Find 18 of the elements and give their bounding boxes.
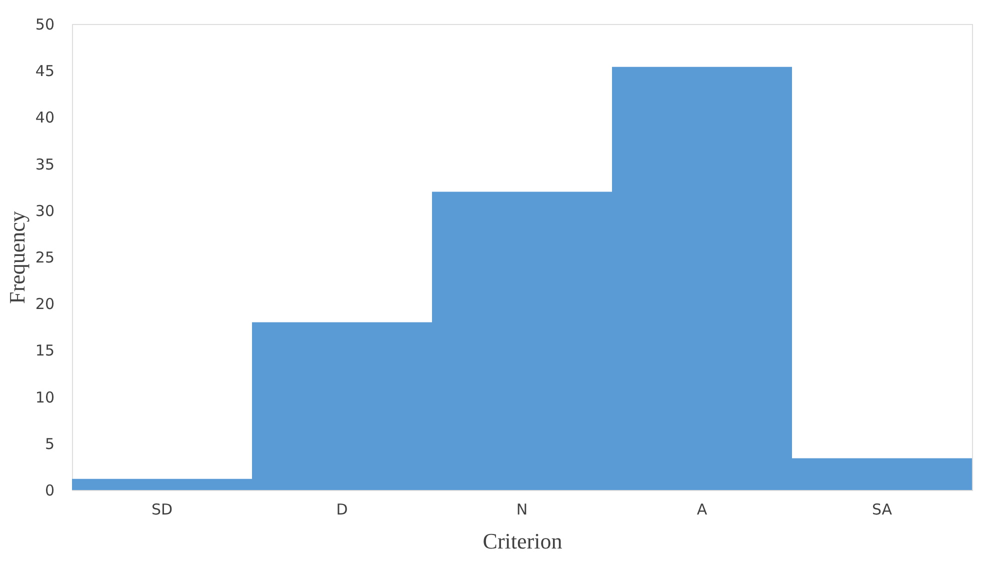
x-tick-label: D: [336, 500, 348, 518]
y-tick-label: 50: [35, 16, 54, 34]
x-tick-label: N: [516, 500, 528, 518]
x-tick-label: A: [696, 500, 708, 518]
y-tick-label: 15: [35, 342, 54, 360]
y-tick-label: 5: [44, 434, 54, 453]
x-tick-label: SD: [151, 500, 173, 518]
y-tick-label: 45: [35, 62, 54, 80]
y-tick-label: 10: [35, 388, 54, 406]
x-tick-label: SA: [872, 500, 893, 518]
y-tick-label: 40: [35, 108, 54, 127]
y-tick-label: 0: [44, 482, 54, 500]
y-tick-label: 25: [35, 248, 54, 266]
y-axis-title: Frequency: [4, 211, 30, 304]
y-tick-label: 30: [35, 202, 54, 220]
y-tick-label: 20: [35, 295, 54, 314]
x-axis-title: Criterion: [482, 528, 562, 554]
y-tick-label: 35: [35, 155, 54, 174]
